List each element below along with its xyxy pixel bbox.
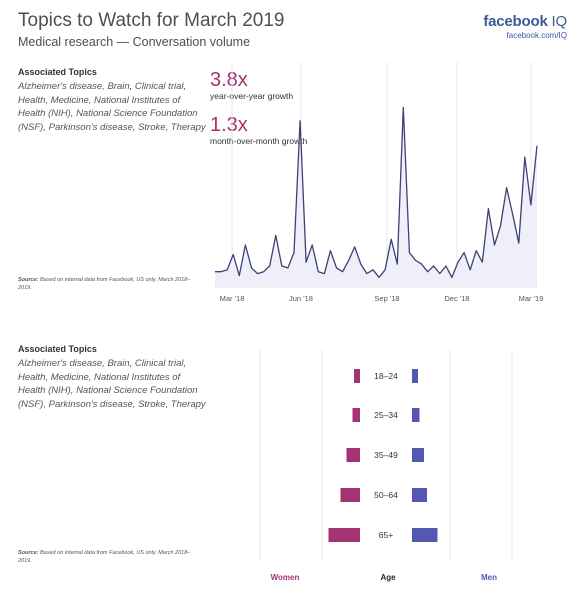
women-bar <box>328 528 360 542</box>
topics-heading: Associated Topics <box>18 344 97 354</box>
facebook-iq-logo: facebook IQ <box>483 13 567 30</box>
stat-label: year-over-year growth <box>210 91 294 101</box>
legend-age: Age <box>380 573 396 582</box>
age-group-label: 18–24 <box>374 371 398 381</box>
associated-topics-bottom: Associated Topics Alzheimer's disease, B… <box>18 344 208 411</box>
brand-url[interactable]: facebook.com/IQ <box>506 31 567 40</box>
x-tick-label: Sep '18 <box>374 294 399 303</box>
source-label: Source: <box>18 277 39 283</box>
x-tick-label: Mar '18 <box>220 294 245 303</box>
women-bar <box>352 408 360 422</box>
source-note-bottom: Source: Based on internal data from Face… <box>18 549 198 565</box>
topics-list: Alzheimer's disease, Brain, Clinical tri… <box>18 358 206 410</box>
topics-heading: Associated Topics <box>18 67 97 77</box>
stat-value: 1.3x <box>210 114 248 136</box>
stat-label: month-over-month growth <box>210 136 308 146</box>
topics-list: Alzheimer's disease, Brain, Clinical tri… <box>18 81 206 133</box>
stat-yoy: 3.8x year-over-year growth <box>210 70 293 101</box>
men-bar <box>412 528 438 542</box>
brand-logo-text: facebook <box>483 13 548 30</box>
legend-women: Women <box>271 573 300 582</box>
source-label: Source: <box>18 550 39 556</box>
stat-value: 3.8x <box>210 69 248 91</box>
associated-topics-top: Associated Topics Alzheimer's disease, B… <box>18 67 208 134</box>
age-group-label: 25–34 <box>374 410 398 420</box>
brand-logo-suffix: IQ <box>547 13 568 30</box>
x-tick-label: Jun '18 <box>289 294 313 303</box>
brand: facebook IQ facebook.com/IQ <box>483 13 567 40</box>
women-bar <box>340 488 360 502</box>
women-bar <box>346 448 360 462</box>
men-bar <box>412 448 424 462</box>
x-tick-label: Dec '18 <box>444 294 469 303</box>
volume-area <box>215 107 537 287</box>
men-bar <box>412 488 427 502</box>
x-tick-label: Mar '19 <box>519 294 544 303</box>
age-group-label: 50–64 <box>374 490 398 500</box>
women-bar <box>354 369 360 383</box>
men-bar <box>412 408 420 422</box>
page-subtitle: Medical research — Conversation volume <box>18 35 251 49</box>
age-group-label: 35–49 <box>374 450 398 460</box>
volume-line <box>215 106 538 279</box>
page-title: Topics to Watch for March 2019 <box>18 10 285 31</box>
source-text: Based on internal data from Facebook, US… <box>18 277 191 291</box>
source-text: Based on internal data from Facebook, US… <box>18 550 191 564</box>
legend-men: Men <box>481 573 497 582</box>
source-note-top: Source: Based on internal data from Face… <box>18 276 198 292</box>
age-group-label: 65+ <box>379 530 393 540</box>
men-bar <box>412 369 418 383</box>
stat-mom: 1.3x month-over-month growth <box>210 115 307 146</box>
